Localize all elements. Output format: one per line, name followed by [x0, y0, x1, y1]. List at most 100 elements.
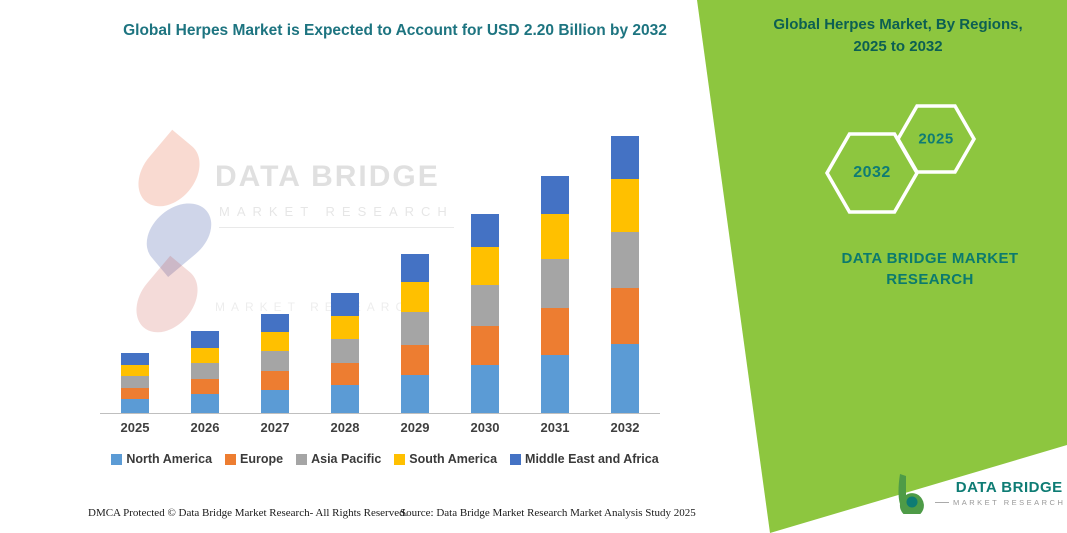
legend-swatch [296, 453, 308, 465]
x-axis-label: 2029 [400, 420, 430, 435]
bar-segment [611, 343, 639, 413]
bar-segment [541, 355, 569, 413]
logo-divider-left [935, 502, 949, 503]
stacked-bar-2029 [401, 254, 429, 413]
bar-slot [170, 130, 240, 413]
stacked-bar-2031 [541, 176, 569, 413]
bar-segment [611, 231, 639, 289]
bar-segment [191, 331, 219, 348]
bar-segment [331, 293, 359, 316]
bar-segment [121, 376, 149, 388]
bar-segment [541, 308, 569, 356]
bar-segment [191, 379, 219, 395]
hexagon-year-2025: 2025 [918, 130, 954, 148]
bar-slot [240, 130, 310, 413]
bar-segment [121, 387, 149, 400]
bar-slot [590, 130, 660, 413]
stacked-bar-2030 [471, 213, 499, 413]
bar-segment [541, 176, 569, 214]
databridge-logo: DATA BRIDGE MARKET RESEARCH [893, 472, 1067, 514]
databridge-logo-name: DATA BRIDGE [955, 479, 1063, 496]
x-axis-label: 2028 [330, 420, 360, 435]
bar-segment [611, 288, 639, 344]
databridge-logo-sub: MARKET RESEARCH [953, 498, 1066, 507]
stacked-bar-2032 [611, 135, 639, 413]
x-axis-label: 2025 [120, 420, 150, 435]
stacked-bar-2028 [331, 293, 359, 413]
bar-segment [261, 332, 289, 352]
bar-segment [401, 312, 429, 345]
bar-segment [261, 351, 289, 372]
bar-segment [121, 365, 149, 377]
bar-segment [191, 362, 219, 379]
legend-item: Asia Pacific [296, 452, 381, 466]
chart-title: Global Herpes Market is Expected to Acco… [123, 22, 667, 39]
footer-source: Source: Data Bridge Market Research Mark… [400, 507, 696, 519]
hexagon-year-2032: 2032 [853, 164, 891, 181]
bar-segment [191, 347, 219, 363]
legend-item: Europe [225, 452, 283, 466]
bar-segment [191, 394, 219, 413]
legend-item: South America [394, 452, 497, 466]
bar-segment [261, 371, 289, 391]
x-axis-label: 2026 [190, 420, 220, 435]
x-axis-labels: 2025 2026 2027 2028 2029 2030 2031 2032 [100, 420, 660, 435]
hexagon-2025-outline [895, 104, 977, 174]
legend-label: Asia Pacific [311, 452, 382, 466]
bar-slot [100, 130, 170, 413]
bar-segment [261, 313, 289, 333]
bar-segment [331, 338, 359, 363]
stacked-bar-2026 [191, 331, 219, 413]
bar-segment [541, 259, 569, 309]
bar-segment [471, 213, 499, 247]
legend-label: Middle East and Africa [525, 452, 659, 466]
bar-slot [520, 130, 590, 413]
bar-segment [331, 362, 359, 386]
stacked-bar-2025 [121, 352, 149, 413]
bar-segment [471, 326, 499, 366]
bar-segment [471, 246, 499, 285]
legend-label: North America [126, 452, 213, 466]
legend-label: South America [409, 452, 498, 466]
bar-segment [121, 352, 149, 366]
bar-segment [401, 344, 429, 376]
stacked-bar-2027 [261, 313, 289, 413]
legend-swatch [510, 453, 522, 465]
databridge-logo-icon [898, 474, 924, 514]
legend-swatch [225, 453, 237, 465]
bar-segment [471, 284, 499, 327]
legend-swatch [394, 453, 406, 465]
x-axis-label: 2032 [610, 420, 640, 435]
right-panel-title: Global Herpes Market, By Regions, 2025 t… [773, 16, 1023, 55]
x-axis-label: 2027 [260, 420, 290, 435]
bar-segment [261, 390, 289, 413]
bar-segment [121, 399, 149, 413]
hexagon-2032-outline [824, 132, 920, 214]
bar-segment [541, 213, 569, 260]
legend-item: Middle East and Africa [510, 452, 659, 466]
bar-segment [331, 316, 359, 339]
bar-slot [380, 130, 450, 413]
databridge-logo-text: DATA BRIDGE MARKET RESEARCH [935, 479, 1067, 507]
legend-item: North America [111, 452, 212, 466]
bars-row [100, 130, 660, 414]
hexagon-badges [824, 104, 977, 214]
footer-copyright: DMCA Protected © Data Bridge Market Rese… [88, 507, 408, 519]
bar-segment [331, 385, 359, 413]
legend-label: Europe [240, 452, 284, 466]
bar-segment [401, 254, 429, 282]
bar-segment [401, 281, 429, 313]
x-axis-label: 2031 [540, 420, 570, 435]
legend-swatch [111, 453, 123, 465]
databridge-logo-subrow: MARKET RESEARCH [935, 498, 1067, 507]
chart-legend: North America Europe Asia Pacific South Ame… [85, 452, 685, 466]
x-axis-label: 2030 [470, 420, 500, 435]
bar-segment [401, 375, 429, 413]
bar-slot [310, 130, 380, 413]
right-panel-brand: DATA BRIDGE MARKET RESEARCH [841, 250, 1019, 288]
bar-segment [471, 365, 499, 413]
bar-segment [611, 178, 639, 232]
bar-segment [611, 135, 639, 179]
